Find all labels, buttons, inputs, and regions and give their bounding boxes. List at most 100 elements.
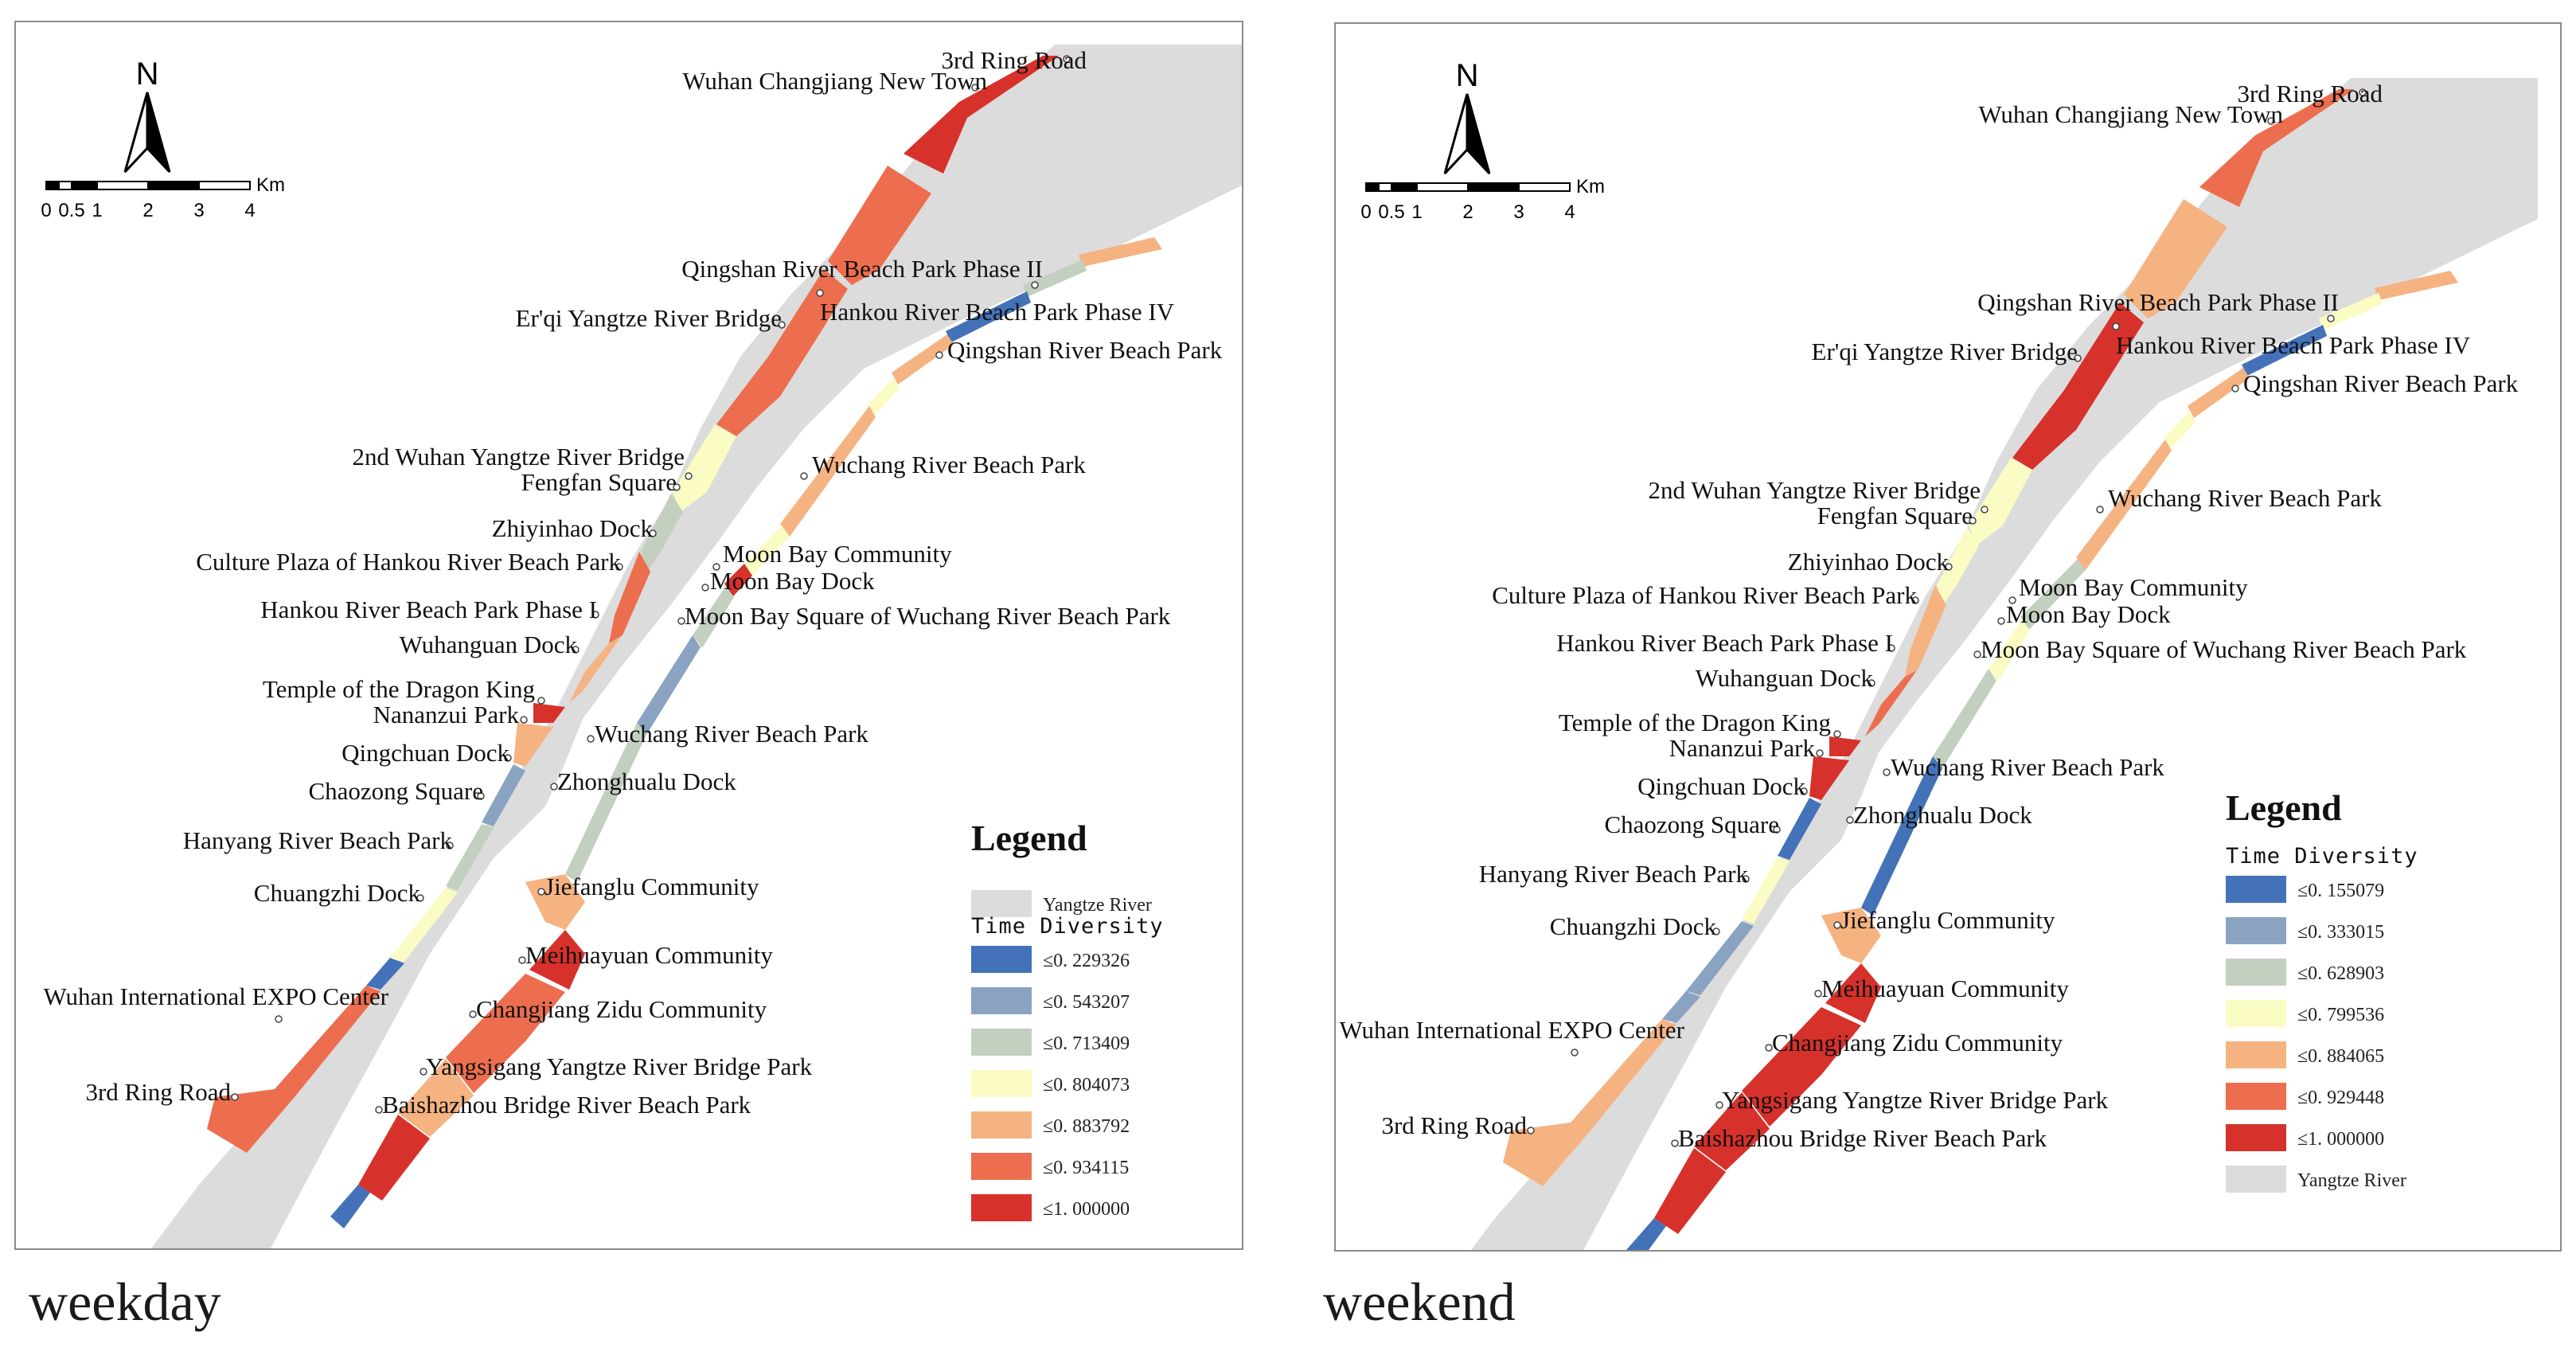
place-dot: [2112, 322, 2120, 330]
place-dot: [537, 888, 545, 896]
north-arrow-right: [146, 92, 171, 174]
place-dot: [1883, 768, 1891, 776]
place-label: Yangsigang Yangtze River Bridge Park: [1722, 1086, 2109, 1114]
legend-class-label: ≤0. 883792: [1043, 1116, 1130, 1137]
place-dot: [685, 472, 693, 480]
place-label: Baishazhou Bridge River Beach Park: [1678, 1124, 2047, 1152]
legend-swatch: [2226, 917, 2286, 944]
segment-east-yangsigang: [398, 1059, 474, 1137]
place-dot: [2231, 385, 2239, 392]
place-label: Zhonghualu Dock: [557, 767, 736, 795]
place-dot: [1981, 506, 1989, 514]
place-dot: [1800, 787, 1808, 795]
scale-tick-label: 1: [92, 200, 102, 221]
legend-subtitle: Time Diversity: [971, 914, 1164, 939]
segment-expo-west: [207, 986, 381, 1153]
segment-hanyang-west: [446, 824, 494, 890]
scale-segment: [58, 181, 72, 190]
scale-tick-label: 0.5: [1378, 201, 1404, 223]
segment-hanyang-west: [1742, 857, 1790, 924]
legend-swatch: [971, 1111, 1032, 1138]
place-label: Jiefanglu Community: [544, 873, 759, 900]
scale-unit: Km: [256, 174, 285, 196]
segment-qingchuan-west: [1778, 798, 1821, 860]
segment-bridge2-west: [1969, 458, 2032, 545]
segment-east-phase4-blue: [2242, 325, 2327, 376]
place-dot: [1868, 679, 1875, 687]
legend-swatch: [971, 1194, 1032, 1221]
segment-east-moonbay-square: [1989, 619, 2030, 682]
segment-east-wuchang-yellow: [2164, 412, 2195, 449]
legend-class-label: ≤1. 000000: [1043, 1199, 1130, 1220]
place-label: Chuangzhi Dock: [254, 879, 421, 907]
legend-title: Legend: [2226, 787, 2342, 828]
place-dot: [800, 472, 808, 480]
place-dot: [572, 646, 580, 654]
place-label: Fengfan Square: [1817, 502, 1973, 529]
place-label: Culture Plaza of Hankou River Beach Park: [196, 548, 621, 576]
place-label: Moon Bay Community: [723, 540, 952, 568]
segment-fengfan-west: [641, 494, 683, 572]
segment-east-meihuayuan: [529, 930, 585, 990]
north-label: N: [1456, 58, 1479, 93]
segment-hankou-phase1-west: [569, 637, 621, 703]
segment-temple-west: [1829, 736, 1861, 756]
legend: Legend Time Diversity ≤0. 155079 ≤0. 333015…: [2226, 787, 2418, 1193]
legend-swatch-river: [971, 890, 1032, 917]
place-label: Wuhan International EXPO Center: [1340, 1016, 1685, 1044]
segment-east-wuchang-lower: [1933, 669, 1996, 768]
legend-swatch: [2226, 1124, 2286, 1151]
segment-changjiang-new-town-tip: [904, 56, 1059, 174]
legend-subtitle: Time Diversity: [2226, 844, 2418, 869]
scale-segment: [71, 181, 98, 190]
place-dot: [971, 84, 979, 92]
scale-segment: [45, 181, 60, 190]
north-arrow-icon: N: [1443, 58, 1491, 175]
place-dot: [518, 956, 526, 964]
place-label: Meihuayuan Community: [1821, 974, 2069, 1002]
place-dot: [587, 735, 595, 743]
place-label: Chaozong Square: [1604, 810, 1779, 838]
place-label: Qingchuan Dock: [342, 739, 509, 767]
place-dot: [778, 321, 786, 329]
place-dot: [649, 529, 657, 537]
segment-hankou-culture-west: [1905, 585, 1946, 677]
north-arrow-icon: N: [123, 57, 171, 174]
place-label: Changjiang Zidu Community: [1772, 1029, 2063, 1056]
place-label: Wuhan International EXPO Center: [44, 982, 389, 1010]
place-dot: [1945, 563, 1953, 571]
place-dot: [1887, 644, 1895, 652]
segment-east-wuchang: [2076, 439, 2172, 570]
segment-expo-upper-west: [366, 958, 404, 990]
place-dot: [375, 1106, 383, 1114]
segment-east-zidu: [1742, 1007, 1861, 1127]
place-label: Zhiyinhao Dock: [492, 514, 654, 542]
legend-class-label: ≤1. 000000: [2297, 1129, 2384, 1150]
place-label: Chuangzhi Dock: [1550, 912, 1717, 940]
segment-nananzui-west: [1809, 756, 1849, 800]
segment-bridge2-west: [673, 424, 736, 512]
place-dot: [1571, 1049, 1579, 1056]
place-dot: [591, 611, 599, 619]
scale-segment: [1416, 182, 1469, 192]
place-label: Moon Bay Square of Wuchang River Beach P…: [1981, 635, 2467, 663]
scale-bar: 0 0.5 1 2 3 4Km: [1360, 176, 1605, 223]
place-label: Changjiang Zidu Community: [476, 995, 767, 1023]
scale-tick-label: 3: [193, 200, 204, 221]
place-label: Qingshan River Beach Park Phase II: [681, 255, 1043, 283]
segment-changjiang-new-town-tip: [2199, 89, 2355, 207]
segment-east-moonbay-yellow: [2040, 559, 2086, 609]
place-label: Chaozong Square: [308, 777, 483, 805]
legend-class-label: ≤0. 155079: [2297, 881, 2384, 901]
segment-east-moonbay-dock: [724, 564, 752, 597]
place-dot: [416, 894, 424, 902]
legend-class-label: ≤0. 543207: [1043, 992, 1130, 1013]
segment-east-zidu: [446, 974, 565, 1093]
legend-swatch: [2226, 876, 2286, 903]
segment-temple-west: [533, 703, 565, 723]
scale-tick-label: 0.5: [58, 200, 84, 221]
yangtze-river: [1471, 78, 2538, 1250]
place-label: Hankou River Beach Park Phase IV: [2116, 331, 2471, 359]
